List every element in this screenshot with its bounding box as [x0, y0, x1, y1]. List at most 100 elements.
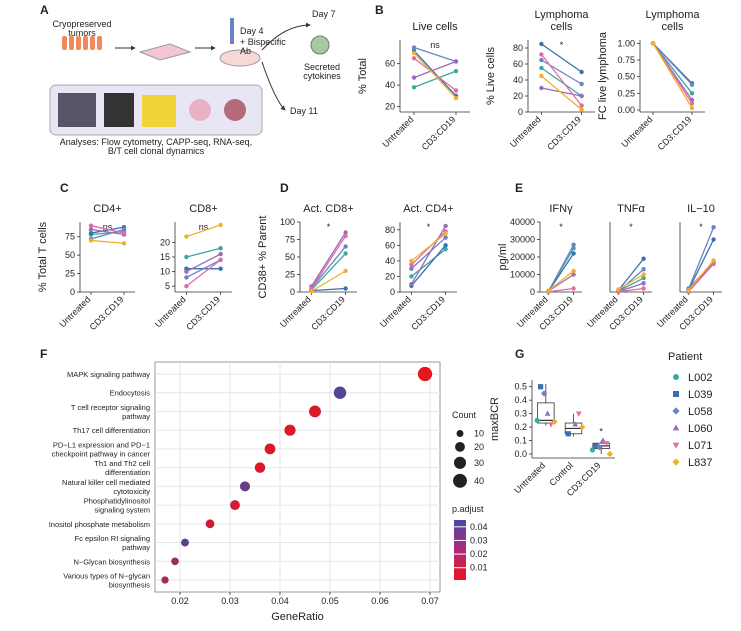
- y-tick-label: 20000: [510, 252, 535, 262]
- point: [711, 258, 716, 263]
- x-tick-label: Untreated: [378, 294, 413, 329]
- legend-dot: [455, 441, 465, 452]
- legend-label: L039: [688, 389, 712, 401]
- point: [603, 441, 610, 447]
- panel-label: D: [280, 181, 289, 195]
- x-tick-label: 0.02: [171, 596, 189, 606]
- point: [641, 272, 646, 277]
- y-tick-label: 80: [513, 43, 523, 53]
- y-tick-label: 20: [160, 237, 170, 247]
- point: [571, 251, 576, 256]
- point: [565, 431, 571, 437]
- point: [184, 254, 189, 260]
- series-line: [652, 42, 693, 109]
- series-line: [90, 226, 125, 234]
- series-line: [310, 253, 347, 291]
- panel-title: Live cells: [412, 21, 458, 33]
- legend-dot: [453, 456, 467, 469]
- y-tick-label: 25: [285, 270, 295, 280]
- legend-dot: [453, 473, 467, 488]
- legend-label: L071: [688, 440, 712, 452]
- panel-label: A: [40, 3, 49, 17]
- point: [539, 65, 544, 71]
- series-line: [413, 52, 457, 99]
- legend-label: 20: [474, 442, 484, 452]
- point: [218, 246, 223, 251]
- point: [88, 238, 94, 243]
- legend-marker: [672, 442, 680, 449]
- y-tick-label: 5: [165, 281, 170, 291]
- colorbar-label: 0.03: [470, 535, 488, 545]
- series-line: [310, 232, 347, 287]
- point: [443, 223, 448, 229]
- point: [686, 288, 691, 293]
- dot: [230, 500, 240, 511]
- y-axis-label: % Total: [357, 58, 369, 94]
- panel-title: Lymphoma cells: [534, 9, 589, 33]
- point: [539, 41, 544, 47]
- panel-title: TNFα: [617, 203, 645, 215]
- series-line: [413, 46, 457, 63]
- point: [343, 233, 348, 239]
- y-tick-label: 75: [65, 232, 75, 242]
- x-tick-label: CD3:CD19: [545, 114, 583, 152]
- point: [593, 443, 599, 449]
- y-tick-label: 0.3: [514, 409, 527, 419]
- point: [409, 266, 414, 271]
- series-line: [410, 244, 447, 287]
- x-tick-label: 0.07: [421, 596, 439, 606]
- point: [184, 269, 189, 274]
- y-tick-label: 25: [65, 269, 75, 279]
- point: [343, 286, 348, 291]
- y-tick-label: MAPK signaling pathway: [67, 370, 150, 379]
- annotation: *: [560, 40, 564, 50]
- point: [689, 101, 695, 106]
- point: [343, 251, 348, 256]
- y-tick-label: Fc epsilon RI signaling pathway: [75, 534, 151, 552]
- annotation: *: [629, 222, 633, 232]
- series-line: [413, 70, 457, 88]
- y-tick-label: Th17 cell differentiation: [73, 426, 150, 435]
- x-tick-label: Untreated: [508, 114, 543, 149]
- point: [616, 287, 621, 292]
- diagram-text: Day 11: [290, 106, 318, 116]
- x-tick-label: 0.06: [371, 596, 389, 606]
- series-line: [687, 227, 715, 290]
- y-tick-label: 0.2: [514, 422, 527, 432]
- legend-title: Patient: [668, 351, 702, 363]
- point: [641, 286, 646, 291]
- plot-background: [154, 361, 441, 593]
- point: [121, 227, 127, 232]
- legend-dot: [456, 430, 464, 437]
- y-tick-label: 1.00: [617, 38, 635, 48]
- legend-title: Count: [452, 410, 477, 420]
- point: [571, 268, 576, 274]
- x-tick-label: Untreated: [380, 114, 415, 149]
- annotation: *: [427, 222, 431, 232]
- point: [121, 230, 127, 236]
- point: [218, 257, 223, 263]
- y-tick-label: 40: [385, 256, 395, 266]
- point: [409, 258, 414, 264]
- y-axis-label: CD38+ % Parent: [257, 216, 269, 299]
- series-line: [687, 239, 715, 291]
- point: [453, 88, 459, 93]
- series-line: [652, 42, 693, 86]
- plate: [138, 43, 192, 61]
- diagram-text: Day 7: [312, 9, 336, 19]
- series-line: [547, 244, 575, 292]
- point: [579, 423, 586, 431]
- point: [539, 85, 544, 91]
- point: [689, 105, 695, 111]
- y-tick-label: 0.50: [617, 72, 635, 82]
- point: [711, 225, 716, 230]
- series-line: [618, 282, 644, 293]
- series-line: [90, 239, 125, 245]
- series-line: [548, 273, 574, 292]
- diagram-text: Cryopreserved tumors: [52, 19, 111, 38]
- panel-title: Act. CD4+: [403, 203, 453, 215]
- point: [184, 275, 189, 280]
- dot: [181, 538, 189, 547]
- annotation: *: [559, 222, 563, 232]
- series-line: [413, 50, 457, 97]
